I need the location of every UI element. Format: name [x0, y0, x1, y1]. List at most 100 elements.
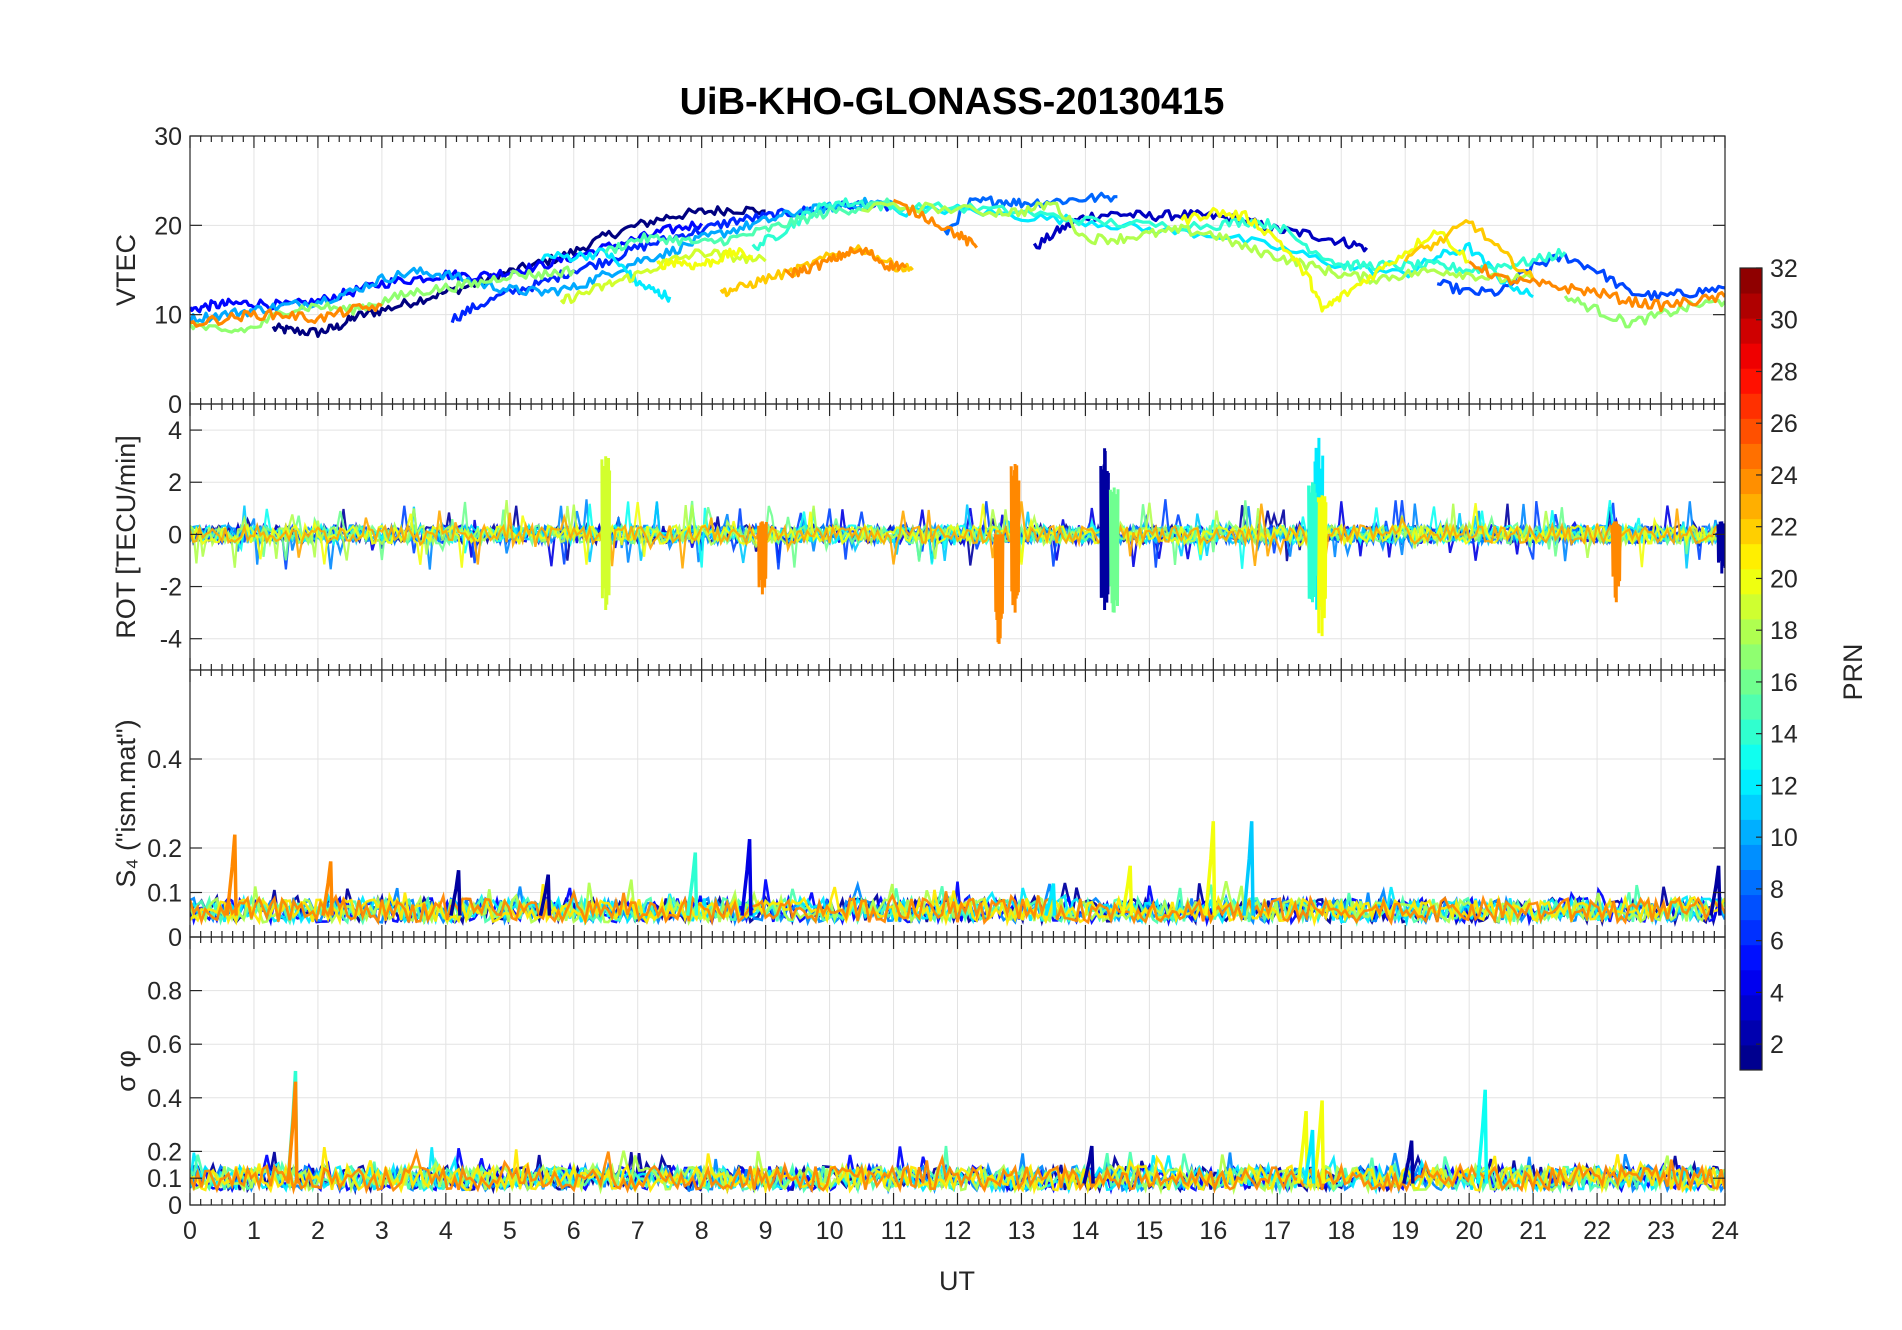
panel-rot-ytick-label: 0	[168, 521, 182, 549]
panel-sigma-ytick-label: 0.2	[147, 1138, 182, 1166]
colorbar-tick-label: 20	[1770, 565, 1798, 593]
rot-burst-2	[1009, 464, 1021, 613]
colorbar-frame	[1739, 267, 1763, 1071]
colorbar-band	[1740, 593, 1762, 620]
panel-sigma-ylabel: σ φ	[111, 1050, 141, 1092]
panel-vtec-grid	[190, 136, 1725, 404]
vtec-series-prn-17	[1563, 295, 1725, 329]
sigma-series-prn-24	[190, 1148, 1725, 1195]
panel-sigma-ytick-label: 0.8	[147, 978, 182, 1006]
colorbar-band	[1740, 819, 1762, 845]
vtec-series-prn-24	[1468, 260, 1725, 313]
sigma-spike-3	[1312, 1100, 1326, 1184]
x-tick-label: 5	[503, 1217, 517, 1245]
colorbar-tick-label: 6	[1770, 928, 1784, 956]
rot-burst-4	[1108, 487, 1120, 613]
vtec-series-prn-15	[604, 197, 895, 254]
colorbar-band	[1740, 919, 1762, 946]
panel-sigma-ytick-label: 0.6	[147, 1031, 182, 1059]
s4-spike-1	[321, 861, 334, 916]
s4-spike-6	[1120, 865, 1134, 916]
colorbar-band	[1740, 543, 1762, 570]
s4-spike-0	[225, 834, 238, 916]
colorbar-band	[1740, 418, 1762, 444]
colorbar-band	[1740, 568, 1762, 595]
x-tick-label: 0	[183, 1217, 197, 1245]
colorbar-band	[1740, 669, 1762, 695]
s4-spike-8	[449, 870, 462, 916]
panel-s4-data	[190, 821, 1725, 928]
colorbar-band	[1740, 969, 1762, 996]
panel-rot-ytick-label: 2	[168, 469, 182, 497]
s4-series-prn-24	[190, 888, 1725, 927]
colorbar-tick-label: 16	[1770, 669, 1798, 697]
s4-spike-3	[740, 838, 753, 916]
colorbar-tick-label: 32	[1770, 255, 1798, 283]
panel-vtec-data	[190, 191, 1725, 338]
s4-spike-10	[1044, 883, 1057, 917]
panel-sigma-grid	[190, 937, 1725, 1205]
colorbar-band	[1740, 1019, 1762, 1046]
panel-vtec-ytick-label: 10	[154, 302, 182, 330]
panel-sigma-ytick-label: 0	[168, 1192, 182, 1220]
x-tick-label: 13	[1008, 1217, 1036, 1245]
x-tick-label: 8	[695, 1217, 709, 1245]
x-tick-label: 9	[759, 1217, 773, 1245]
x-tick-label: 3	[375, 1217, 389, 1245]
colorbar-band	[1740, 643, 1762, 670]
panel-vtec: 0 10 20 30 VTEC	[111, 123, 1726, 419]
x-tick-label: 24	[1711, 1217, 1739, 1245]
x-tick-label: 6	[567, 1217, 581, 1245]
panel-vtec-ytick-label: 0	[168, 391, 182, 419]
s4-spike-9	[538, 874, 552, 916]
panel-sigma: 00.10.2 0.4 0.6 0.8 σ φ	[111, 936, 1726, 1220]
colorbar-tick-label: 18	[1770, 617, 1798, 645]
x-tick-label: 4	[439, 1217, 453, 1245]
rot-series-prn-23	[190, 501, 1725, 569]
colorbar-band	[1740, 694, 1762, 720]
colorbar-band	[1740, 844, 1762, 870]
x-tick-label: 11	[881, 1217, 907, 1245]
rot-burst-0	[600, 456, 612, 610]
rot-burst-6	[1316, 495, 1328, 637]
colorbar-tick-label: 14	[1770, 721, 1798, 749]
rot-burst-9	[1307, 482, 1318, 603]
colorbar-tick-label: 12	[1770, 772, 1798, 800]
panel-rot-ytick-label: -4	[160, 626, 182, 654]
x-tick-label: 10	[816, 1217, 844, 1245]
s4-spike-4	[1203, 821, 1217, 916]
panel-vtec-ytick-label: 20	[154, 212, 182, 240]
panel-rot: -4 -2 0 2 4 ROT [TECU/min]	[111, 403, 1726, 671]
sigma-spike-1	[286, 1081, 299, 1184]
panel-vtec-ytick-label: 30	[154, 123, 182, 151]
x-tick-label: 2	[311, 1217, 325, 1245]
vtec-series-prn-12	[540, 247, 672, 303]
sigma-spike-5	[1303, 1129, 1316, 1184]
x-tick-label: 7	[631, 1217, 645, 1245]
rot-burst-3	[1099, 448, 1110, 610]
vtec-series-prn-12	[892, 203, 1534, 299]
x-tick-label: 14	[1072, 1217, 1100, 1245]
colorbar-tick-label: 30	[1770, 307, 1798, 335]
panel-vtec-ylabel: VTEC	[111, 234, 141, 306]
colorbar-band	[1740, 794, 1762, 820]
s4-spike-2	[685, 852, 699, 916]
x-tick-label: 12	[944, 1217, 972, 1245]
rot-burst-8	[757, 521, 768, 595]
panel-s4-ytick-label: 0	[168, 924, 182, 952]
vtec-series-prn-22	[719, 244, 914, 298]
vtec-series-prn-14	[751, 197, 1567, 275]
colorbar-tick-label: 28	[1770, 358, 1798, 386]
panel-rot-ytick-label: 4	[168, 417, 182, 445]
colorbar-band	[1740, 944, 1762, 971]
x-tick-label: 20	[1455, 1217, 1483, 1245]
panel-rot-ytick-label: -2	[160, 574, 182, 602]
sigma-spike-7	[1402, 1140, 1415, 1184]
vtec-series-prn-20	[656, 247, 754, 271]
colorbar-band	[1740, 618, 1762, 645]
colorbar-band	[1740, 869, 1762, 896]
rot-burst-1	[993, 534, 1005, 644]
colorbar-band	[1740, 769, 1762, 795]
panel-s4: 0 0.1 0.2 0.4S₄ ("ism.mat")	[111, 669, 1726, 952]
